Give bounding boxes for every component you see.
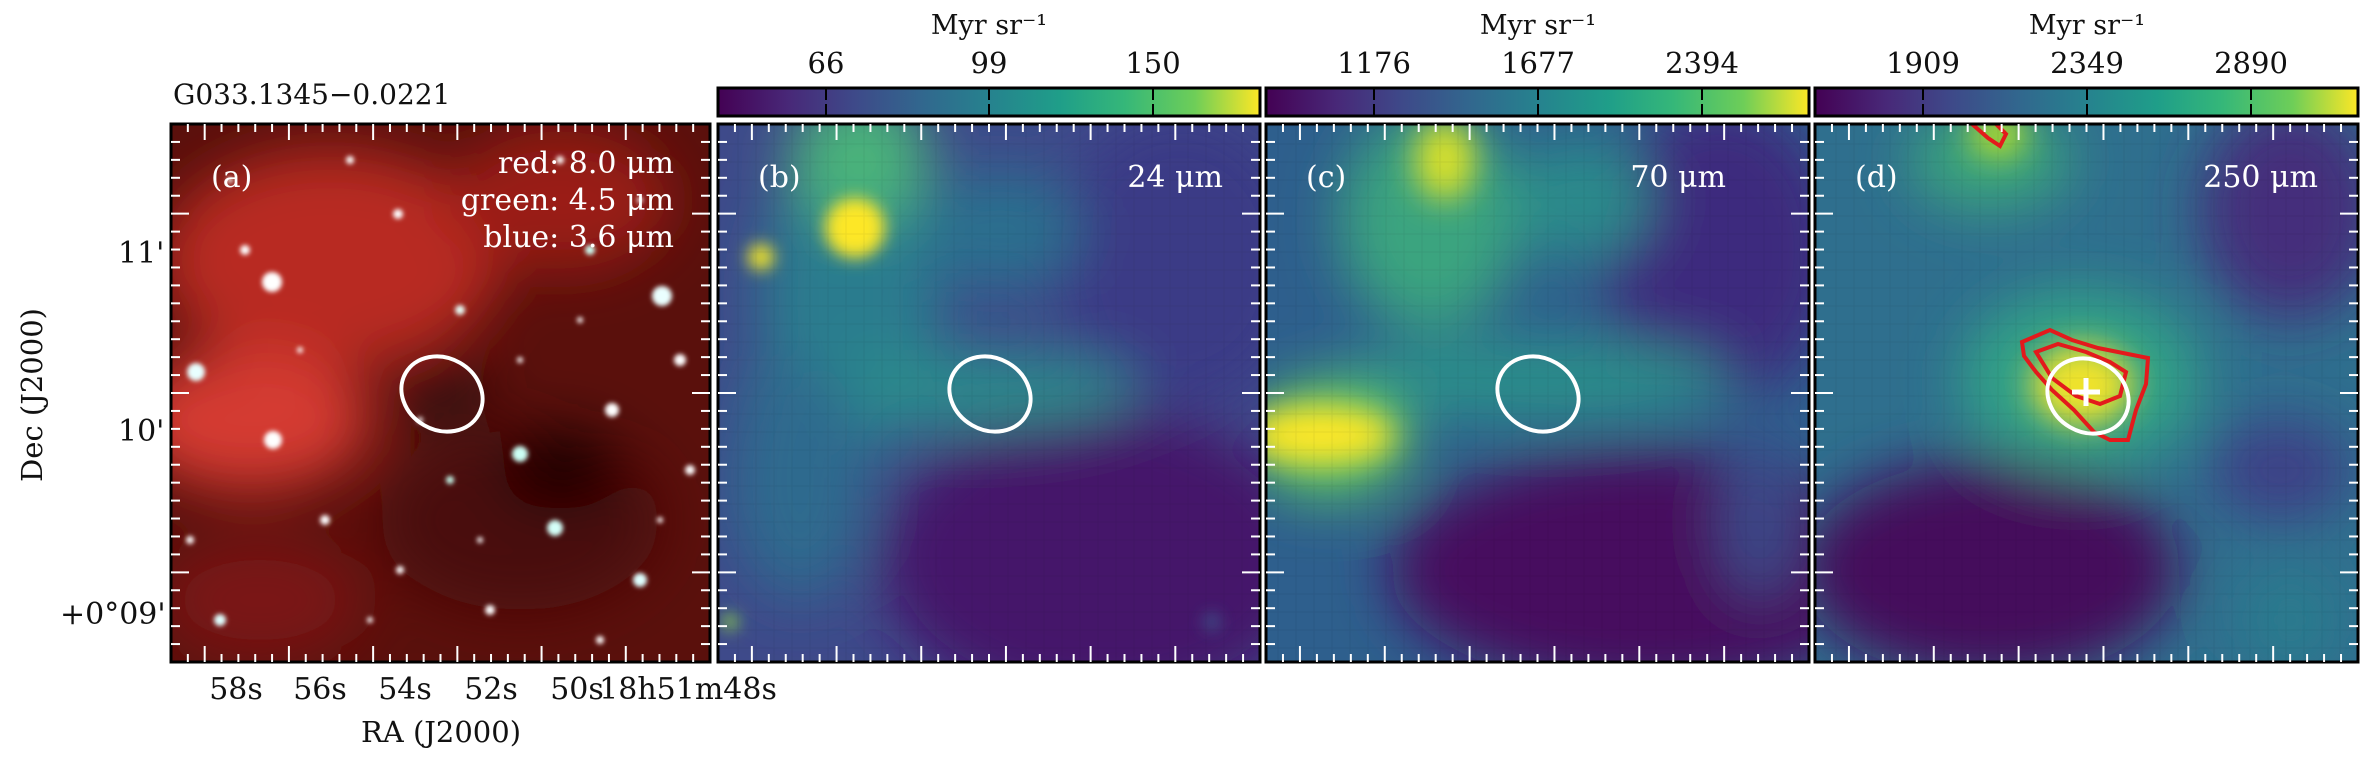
ra-tick-label: 56s [293, 672, 347, 707]
panel-c-band: 70 μm [1630, 160, 1726, 195]
source-name: G033.1345−0.0221 [173, 78, 451, 111]
panel-d-band: 250 μm [2203, 160, 2318, 195]
dec-tick-label: +0°09' [60, 597, 166, 632]
panel-d-letter: (d) [1855, 160, 1898, 195]
star-field [186, 156, 695, 644]
panel-a-legend-green: green: 4.5 μm [460, 183, 674, 218]
aperture-ellipse [2045, 356, 2131, 436]
panel-c-image [1266, 124, 1809, 662]
colorbar-c [1264, 86, 1811, 118]
aperture-ellipse [1495, 354, 1581, 434]
ra-axis-label: RA (J2000) [360, 715, 522, 749]
colorbar-d-unit: Myr sr⁻¹ [2028, 10, 2146, 41]
colorbar-tick-label: 2349 [2050, 46, 2124, 80]
aperture-ellipse [947, 354, 1033, 434]
colorbar-tick-label: 66 [807, 46, 845, 80]
panel-b-band: 24 μm [1127, 160, 1223, 195]
colorbar-tick-label: 2890 [2214, 46, 2288, 80]
colorbar-tick-label: 1909 [1886, 46, 1960, 80]
aperture-ellipse [399, 354, 485, 434]
colorbar-b-unit: Myr sr⁻¹ [930, 10, 1048, 41]
colorbar-tick-label: 2394 [1665, 46, 1739, 80]
axis-ticks [171, 124, 2358, 662]
colorbar-tick-label: 1176 [1337, 46, 1411, 80]
dec-tick-label: 11' [118, 236, 165, 271]
peak-cross-marker [2072, 378, 2100, 406]
panel-c-letter: (c) [1306, 160, 1347, 195]
ra-tick-label: 50s [550, 672, 604, 707]
ra-tick-label: 58s [209, 672, 263, 707]
panel-b-image [718, 124, 1260, 662]
ra-tick-label: 54s [378, 672, 432, 707]
panel-a-image [171, 124, 710, 662]
ra-tick-label: 18h51m48s [599, 672, 777, 707]
panel-d-image [1815, 124, 2358, 662]
colorbar-c-unit: Myr sr⁻¹ [1479, 10, 1597, 41]
colorbar-tick-label: 99 [970, 46, 1008, 80]
ra-tick-label: 52s [464, 672, 518, 707]
panel-b-letter: (b) [758, 160, 801, 195]
colorbar-d [1813, 86, 2360, 118]
panel-a-letter: (a) [211, 160, 253, 195]
dec-tick-label: 10' [118, 414, 165, 449]
colorbar-tick-label: 1677 [1501, 46, 1575, 80]
colorbar-b [716, 86, 1262, 118]
panel-a-legend-red: red: 8.0 μm [497, 146, 674, 181]
panel-a-legend-blue: blue: 3.6 μm [483, 220, 674, 255]
colorbar-tick-label: 150 [1125, 46, 1181, 80]
